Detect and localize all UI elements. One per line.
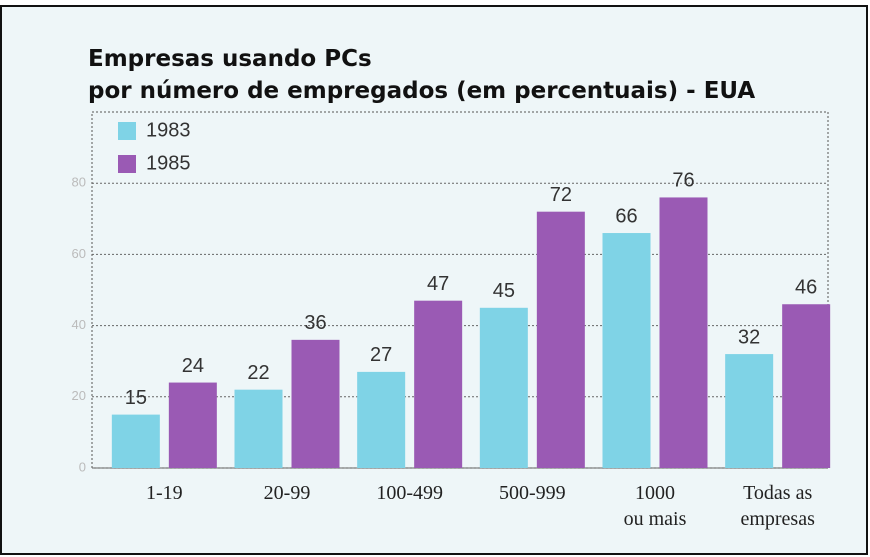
- data-label: 36: [304, 312, 326, 334]
- bar: [659, 197, 708, 468]
- chart-title: Empresas usando PCs: [88, 46, 372, 72]
- legend-label: 1985: [146, 152, 191, 174]
- y-tick-label: 20: [72, 388, 86, 403]
- y-tick-label: 40: [72, 317, 86, 332]
- y-tick-label: 80: [72, 175, 86, 190]
- data-label: 32: [738, 326, 760, 348]
- legend-swatch: [118, 122, 136, 140]
- bar: [357, 371, 406, 468]
- data-label: 45: [493, 280, 515, 302]
- x-tick-label: 500-999: [499, 482, 566, 504]
- bar: [602, 233, 651, 468]
- x-tick-label: 1000 ou mais: [624, 482, 687, 530]
- bar: [111, 414, 160, 468]
- x-tick-label: Todas as empresas: [740, 482, 815, 530]
- legend-swatch: [118, 155, 136, 173]
- bar: [782, 304, 831, 468]
- data-label: 27: [370, 344, 392, 366]
- data-label: 22: [247, 362, 269, 384]
- data-label: 66: [615, 205, 637, 227]
- x-tick-label: 1-19: [146, 482, 183, 504]
- y-tick-label: 60: [72, 246, 86, 261]
- x-tick-label: 20-99: [264, 482, 311, 504]
- bar: [536, 211, 585, 468]
- bar: [479, 307, 528, 468]
- bar: [291, 339, 340, 468]
- data-label: 72: [550, 184, 572, 206]
- bar: [414, 300, 463, 468]
- data-label: 47: [427, 273, 449, 295]
- data-label: 24: [182, 355, 204, 377]
- legend-label: 1983: [146, 119, 191, 141]
- bar: [234, 389, 283, 468]
- x-tick-label: 100-499: [376, 482, 443, 504]
- y-tick-label: 0: [79, 459, 86, 474]
- data-label: 46: [795, 277, 817, 299]
- data-label: 15: [125, 387, 147, 409]
- data-label: 76: [672, 170, 694, 192]
- chart-subtitle: por número de empregados (em percentuais…: [88, 78, 755, 104]
- bar: [168, 382, 217, 468]
- bar: [725, 354, 774, 468]
